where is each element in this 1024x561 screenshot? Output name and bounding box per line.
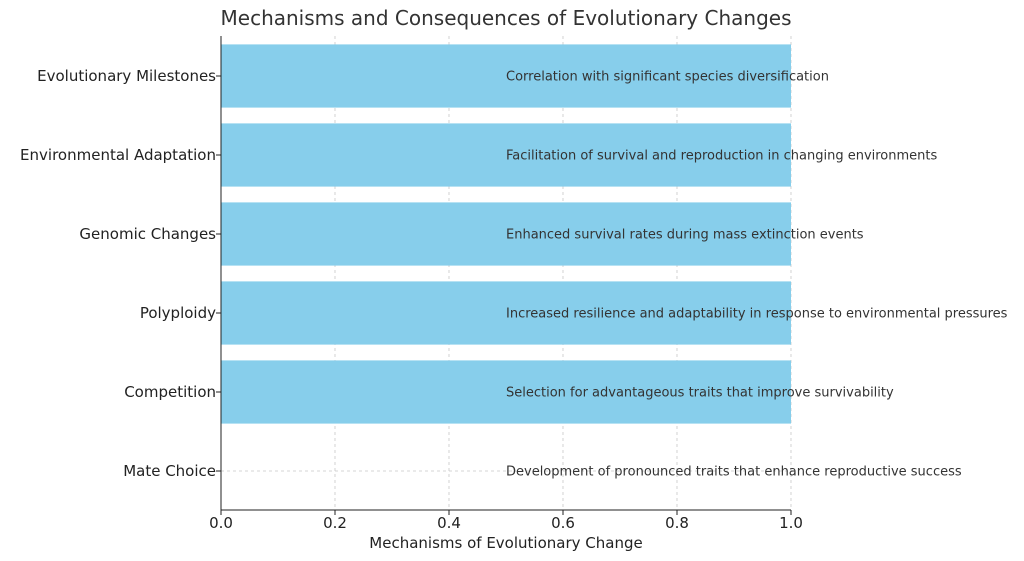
x-tick-label: 0.6 xyxy=(551,514,575,532)
bar-genomic-changes xyxy=(221,202,791,266)
x-tick-label: 0.2 xyxy=(323,514,347,532)
x-tick-label: 1.0 xyxy=(779,514,803,532)
annotation-layer: Development of pronounced traits that en… xyxy=(506,70,1008,480)
x-tick-label: 0.4 xyxy=(437,514,461,532)
axis-layer: 0.0 0.2 0.4 0.6 0.8 1.0 Mate Choice Competition… xyxy=(20,36,803,532)
y-tick-label: Mate Choice xyxy=(123,462,216,480)
bar-annotation: Correlation with significant species div… xyxy=(506,70,829,85)
x-tick-label: 0.8 xyxy=(665,514,689,532)
bar-annotation: Development of pronounced traits that en… xyxy=(506,465,962,480)
x-tick-label: 0.0 xyxy=(209,514,233,532)
bar-annotation: Facilitation of survival and reproductio… xyxy=(506,149,937,164)
y-tick-label: Polyploidy xyxy=(140,304,216,322)
bar-environmental-adaptation xyxy=(221,123,791,187)
bar-evolutionary-milestones xyxy=(221,44,791,108)
bar-annotation: Selection for advantageous traits that i… xyxy=(506,386,894,401)
bar-competition xyxy=(221,360,791,424)
y-tick-label: Evolutionary Milestones xyxy=(37,67,216,85)
bar-layer xyxy=(221,44,791,424)
y-tick-label: Environmental Adaptation xyxy=(20,146,216,164)
y-tick-label: Competition xyxy=(124,383,216,401)
bar-polyploidy xyxy=(221,281,791,345)
bar-annotation: Enhanced survival rates during mass exti… xyxy=(506,228,864,243)
chart-title: Mechanisms and Consequences of Evolution… xyxy=(221,6,792,30)
y-tick-label: Genomic Changes xyxy=(79,225,216,243)
bar-annotation: Increased resilience and adaptability in… xyxy=(506,307,1008,322)
x-axis-label: Mechanisms of Evolutionary Change xyxy=(369,534,642,552)
